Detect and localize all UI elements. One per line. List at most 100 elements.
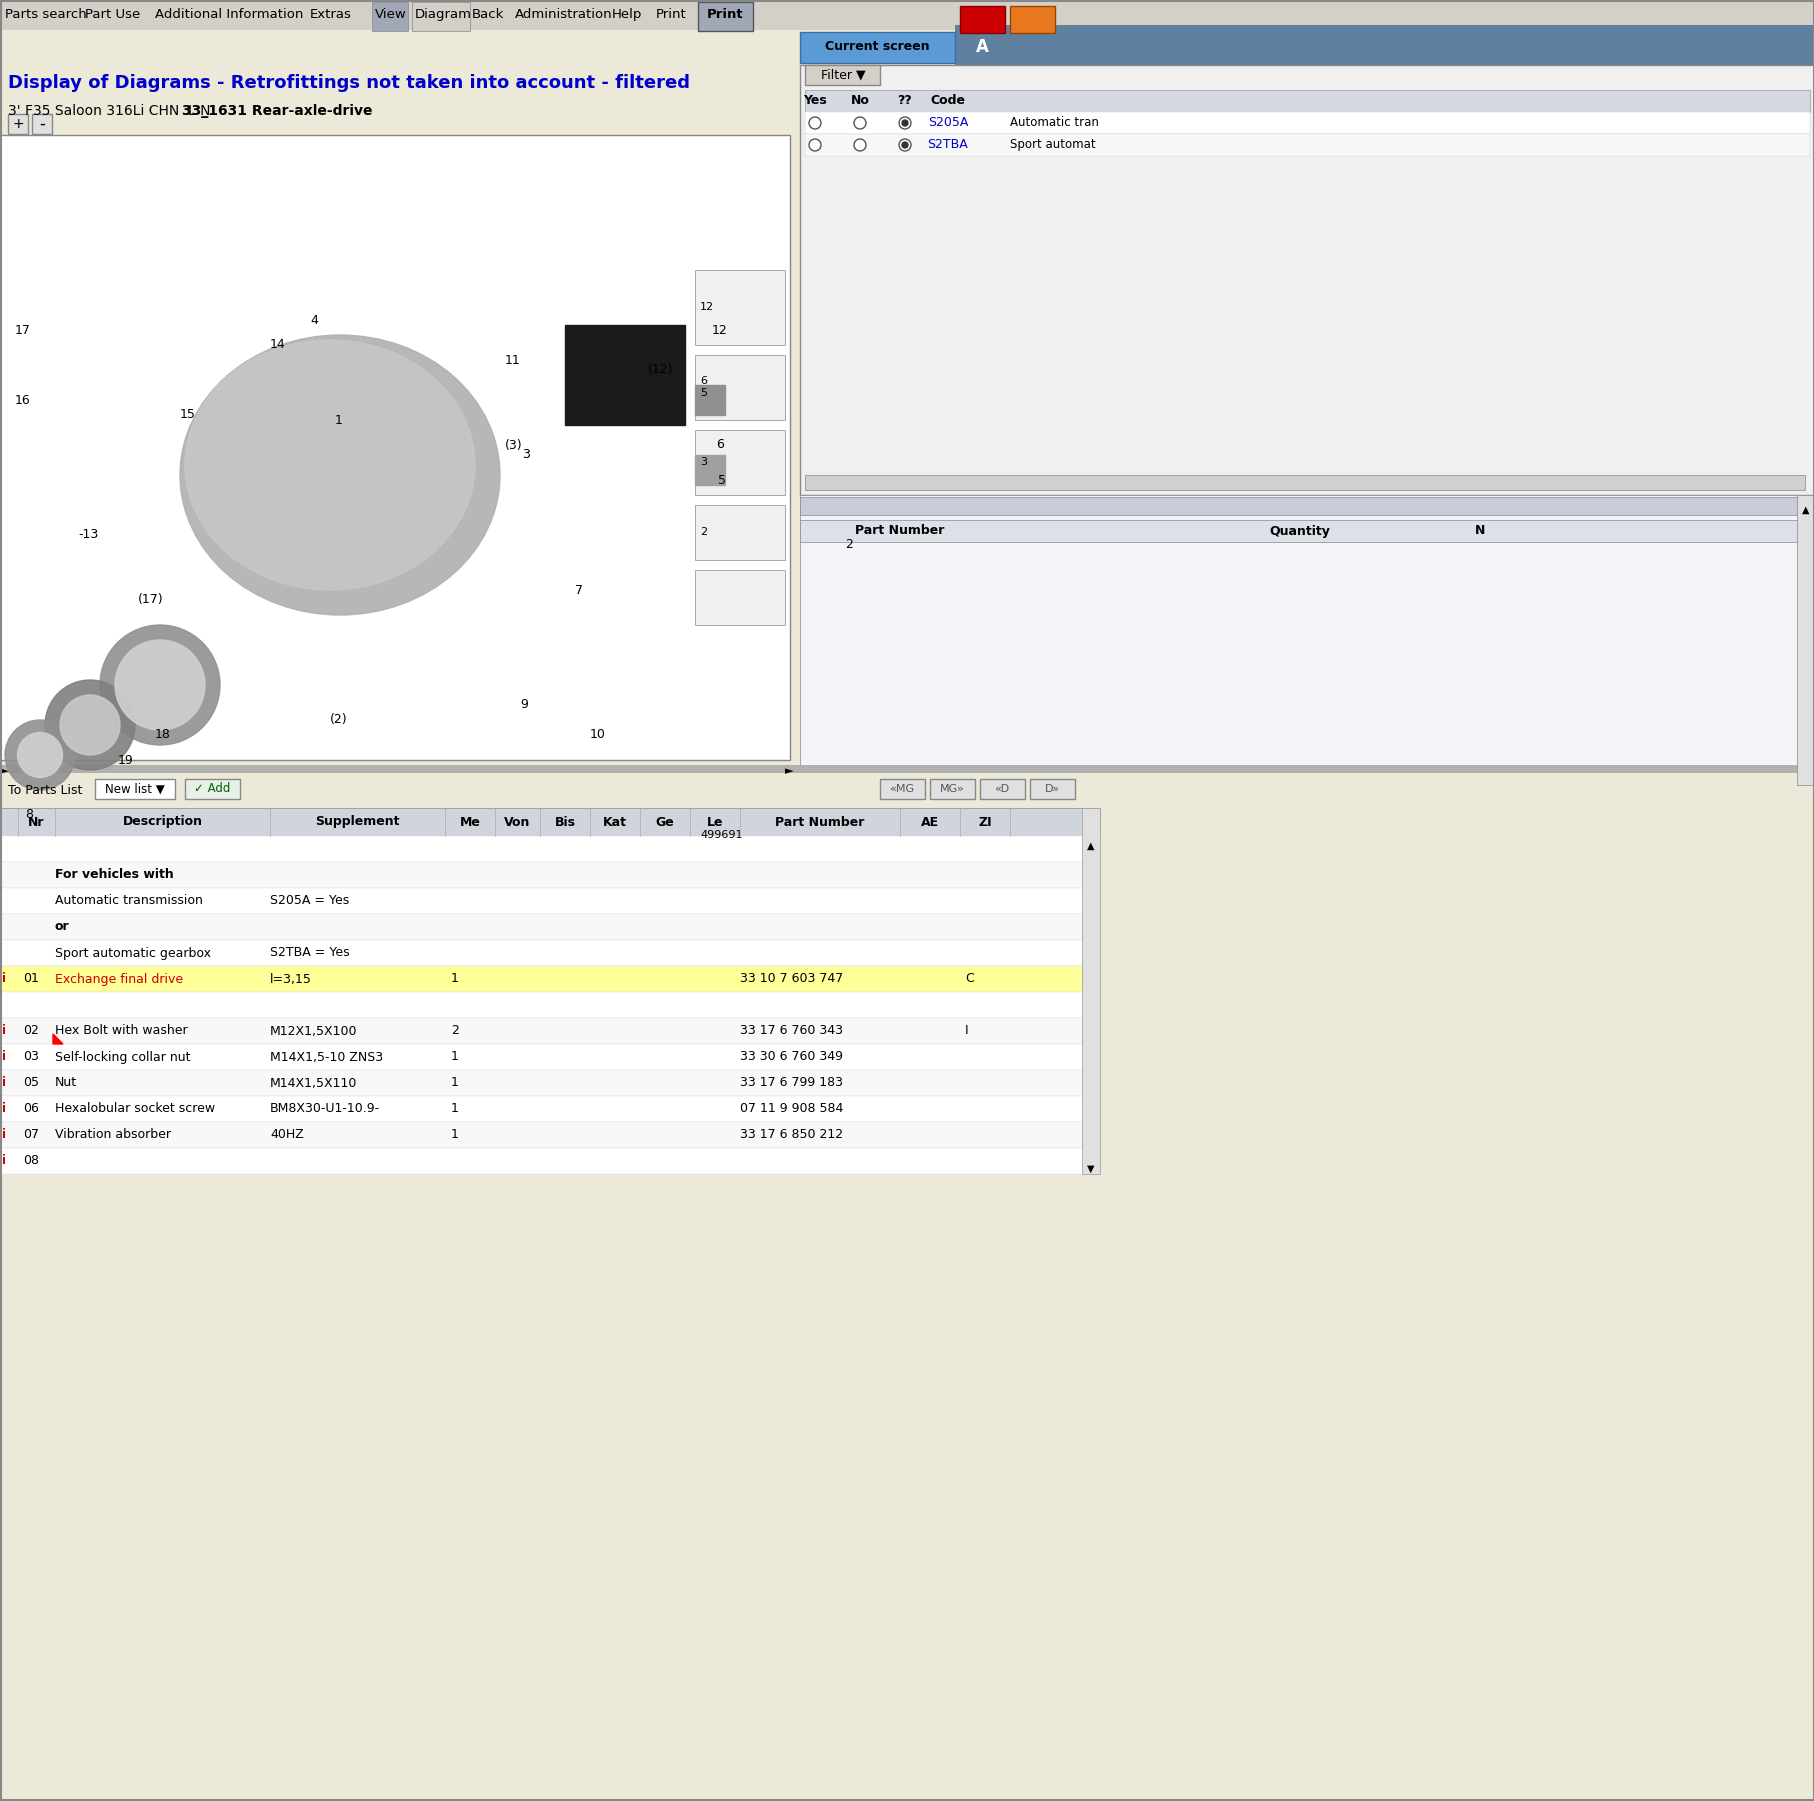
Bar [0,135,789,760]
Text: M14X1,5-10 ZNS3: M14X1,5-10 ZNS3 [270,1050,383,1064]
Bar [0,101,785,122]
Text: i: i [2,1025,5,1037]
Bar [0,809,1099,836]
Circle shape [898,117,911,130]
Ellipse shape [185,340,475,591]
Bar [0,773,1814,809]
Text: 1: 1 [452,1102,459,1115]
Text: Hexalobular socket screw: Hexalobular socket screw [54,1102,216,1115]
Circle shape [854,117,865,130]
Text: 15: 15 [180,409,196,421]
Text: 33 10 7 603 747: 33 10 7 603 747 [740,973,844,985]
Text: 40HZ: 40HZ [270,1129,303,1142]
Text: S205A: S205A [927,117,967,130]
Text: 499691: 499691 [700,830,742,839]
Text: I: I [965,1025,969,1037]
Bar [805,475,1803,490]
Text: 1: 1 [336,414,343,427]
Text: «MG: «MG [889,783,914,794]
Text: i: i [2,973,5,985]
Bar [94,780,174,800]
Bar [800,65,1814,495]
Text: 19: 19 [118,753,134,767]
Bar [805,112,1809,133]
Text: 18: 18 [154,728,171,742]
Text: Bis: Bis [555,816,575,828]
Text: View: View [375,9,406,22]
Text: Filter ▼: Filter ▼ [820,68,865,81]
Text: 2: 2 [700,528,707,537]
Text: Me: Me [459,816,481,828]
Text: Exchange final drive: Exchange final drive [54,973,183,985]
Text: Automatic tran: Automatic tran [1009,117,1097,130]
Text: 16: 16 [15,393,31,407]
Bar [0,1045,1099,1070]
Bar [0,1147,1099,1174]
Bar [1081,809,1099,1174]
Text: Vibration absorber: Vibration absorber [54,1129,171,1142]
Text: Extras: Extras [310,9,352,22]
Bar [940,0,1814,31]
Text: 33 17 6 760 343: 33 17 6 760 343 [740,1025,842,1037]
Bar [800,497,1814,515]
Bar [0,863,1099,888]
Text: S2TBA: S2TBA [927,139,969,151]
Text: «D: «D [994,783,1009,794]
Text: 11: 11 [504,353,521,366]
Bar [695,569,785,625]
Circle shape [898,139,911,151]
Text: 02: 02 [24,1025,38,1037]
Bar [0,1122,1099,1147]
Text: ►: ► [785,765,793,776]
Text: A: A [976,38,989,56]
Text: 1: 1 [452,1050,459,1064]
Text: 3' F35 Saloon 316Li CHN  L N:: 3' F35 Saloon 316Li CHN L N: [7,104,219,119]
Text: +: + [13,117,24,131]
Text: Back: Back [472,9,504,22]
Bar [0,65,785,101]
Text: 17: 17 [15,324,31,337]
Text: 4: 4 [310,313,317,326]
Bar [698,2,753,31]
Bar [695,504,785,560]
Text: For vehicles with: For vehicles with [54,868,174,881]
Text: MG»: MG» [940,783,963,794]
Circle shape [902,121,907,126]
Text: Supplement: Supplement [316,816,399,828]
Bar [0,888,1099,913]
Bar [954,25,1814,65]
Text: 06: 06 [24,1102,38,1115]
Text: Print: Print [655,9,686,22]
Text: 3: 3 [522,448,530,461]
Text: (3): (3) [504,438,522,452]
Bar [1029,780,1074,800]
Text: i: i [2,1102,5,1115]
Text: Ge: Ge [655,816,675,828]
Text: 12: 12 [711,324,727,337]
Text: AE: AE [920,816,938,828]
Text: 08: 08 [24,1154,38,1167]
Text: 33 17 6 850 212: 33 17 6 850 212 [740,1129,844,1142]
Bar [0,1018,1099,1045]
Bar [800,495,1814,785]
Text: 33_1631 Rear-axle-drive: 33_1631 Rear-axle-drive [181,104,372,119]
Text: 14: 14 [270,339,285,351]
Text: M12X1,5X100: M12X1,5X100 [270,1025,357,1037]
Text: Hex Bolt with washer: Hex Bolt with washer [54,1025,187,1037]
Text: i: i [2,1077,5,1090]
Bar [929,780,974,800]
Text: ✓ Add: ✓ Add [194,782,230,796]
Bar [185,780,239,800]
Text: Nr: Nr [29,816,45,828]
Bar [0,0,1814,31]
Text: ??: ?? [898,94,912,108]
Ellipse shape [45,681,134,771]
Text: Von: Von [504,816,530,828]
Text: 8: 8 [25,809,33,821]
Text: Quantity: Quantity [1268,524,1330,537]
Text: 2: 2 [845,538,853,551]
Text: BM8X30-U1-10.9-: BM8X30-U1-10.9- [270,1102,379,1115]
Bar [0,1097,1099,1122]
Text: ▲: ▲ [1801,504,1809,515]
Text: 07: 07 [24,1129,38,1142]
